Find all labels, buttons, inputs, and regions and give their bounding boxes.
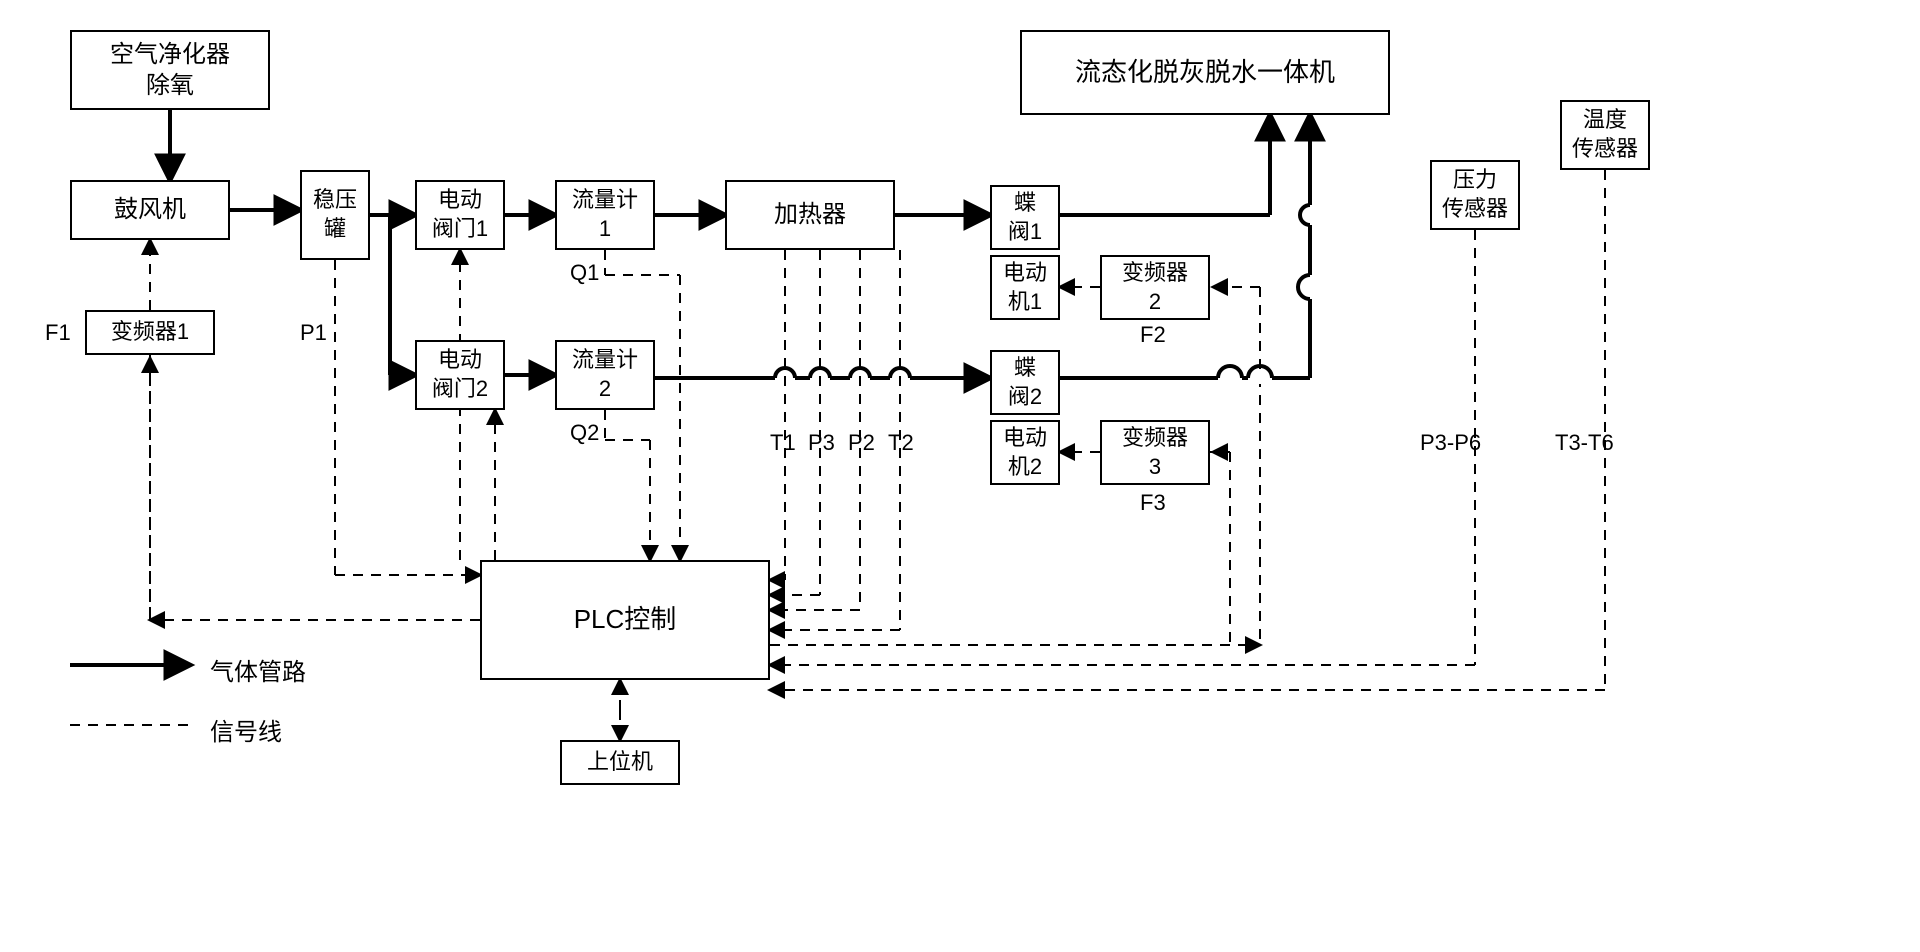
node-plc: PLC控制 [480, 560, 770, 680]
node-surge-tank: 稳压 罐 [300, 170, 370, 260]
legend-gas: 气体管路 [210, 652, 306, 687]
label-t1: T1 [770, 430, 796, 456]
label-p2: P2 [848, 430, 875, 456]
legend-signal: 信号线 [210, 712, 282, 747]
node-air-purifier: 空气净化器 除氧 [70, 30, 270, 110]
label-p1: P1 [300, 320, 327, 346]
node-vfd2: 变频器 2 [1100, 255, 1210, 320]
node-blower: 鼓风机 [70, 180, 230, 240]
node-flow2: 流量计 2 [555, 340, 655, 410]
node-evalve1: 电动 阀门1 [415, 180, 505, 250]
label-t2: T2 [888, 430, 914, 456]
node-outlet-machine: 流态化脱灰脱水一体机 [1020, 30, 1390, 115]
node-motor1: 电动 机1 [990, 255, 1060, 320]
label-f2: F2 [1140, 322, 1166, 348]
node-vfd3: 变频器 3 [1100, 420, 1210, 485]
node-evalve2: 电动 阀门2 [415, 340, 505, 410]
flow-diagram: 空气净化器 除氧 鼓风机 变频器1 稳压 罐 电动 阀门1 电动 阀门2 流量计… [0, 0, 1920, 952]
label-q1: Q1 [570, 260, 599, 286]
label-t3t6: T3-T6 [1555, 430, 1614, 456]
node-flow1: 流量计 1 [555, 180, 655, 250]
node-bvalve2: 蝶 阀2 [990, 350, 1060, 415]
label-q2: Q2 [570, 420, 599, 446]
label-f3: F3 [1140, 490, 1166, 516]
node-host-computer: 上位机 [560, 740, 680, 785]
label-p3p6: P3-P6 [1420, 430, 1481, 456]
node-bvalve1: 蝶 阀1 [990, 185, 1060, 250]
node-motor2: 电动 机2 [990, 420, 1060, 485]
node-pressure-sensor: 压力 传感器 [1430, 160, 1520, 230]
node-heater: 加热器 [725, 180, 895, 250]
label-f1: F1 [45, 320, 71, 346]
node-vfd1: 变频器1 [85, 310, 215, 355]
node-temp-sensor: 温度 传感器 [1560, 100, 1650, 170]
label-p3: P3 [808, 430, 835, 456]
